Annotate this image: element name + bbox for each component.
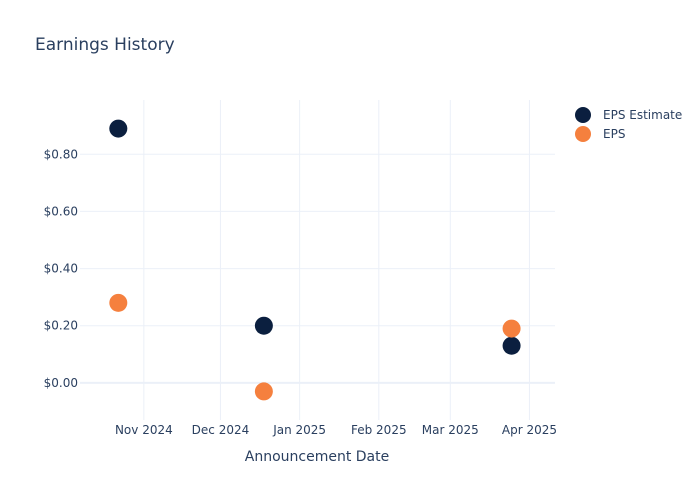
y-tick-label: $0.00: [44, 376, 78, 390]
legend-marker: [575, 107, 591, 123]
y-tick-label: $0.40: [44, 262, 78, 276]
y-tick-label: $0.80: [44, 147, 78, 161]
legend-item-eps[interactable]: EPS: [575, 126, 625, 142]
x-tick-label: Dec 2024: [192, 423, 250, 437]
axis-layer: Nov 2024 Dec 2024 Jan 2025 Feb 2025 Mar 2025…: [44, 147, 557, 437]
chart-title: Earnings History: [35, 35, 175, 55]
eps-estimate-point[interactable]: [254, 316, 273, 335]
grid-layer: [80, 100, 555, 420]
eps-estimate-point[interactable]: [502, 336, 521, 355]
y-tick-label: $0.60: [44, 204, 78, 218]
x-tick-label: Jan 2025: [272, 423, 326, 437]
y-tick-label: $0.20: [44, 319, 78, 333]
marks-layer: [109, 119, 521, 401]
legend-label: EPS: [603, 127, 625, 141]
x-tick-label: Mar 2025: [422, 423, 479, 437]
legend[interactable]: EPS Estimate EPS: [575, 107, 682, 142]
x-tick-label: Nov 2024: [115, 423, 173, 437]
eps-estimate-point[interactable]: [109, 119, 128, 138]
eps-point[interactable]: [109, 293, 128, 312]
eps-point[interactable]: [502, 319, 521, 338]
x-axis-title: Announcement Date: [245, 449, 389, 465]
eps-point[interactable]: [254, 382, 273, 401]
legend-label: EPS Estimate: [603, 108, 682, 122]
x-tick-label: Apr 2025: [502, 423, 557, 437]
x-tick-label: Feb 2025: [351, 423, 407, 437]
legend-item-eps-estimate[interactable]: EPS Estimate: [575, 107, 682, 123]
legend-marker: [575, 126, 591, 142]
